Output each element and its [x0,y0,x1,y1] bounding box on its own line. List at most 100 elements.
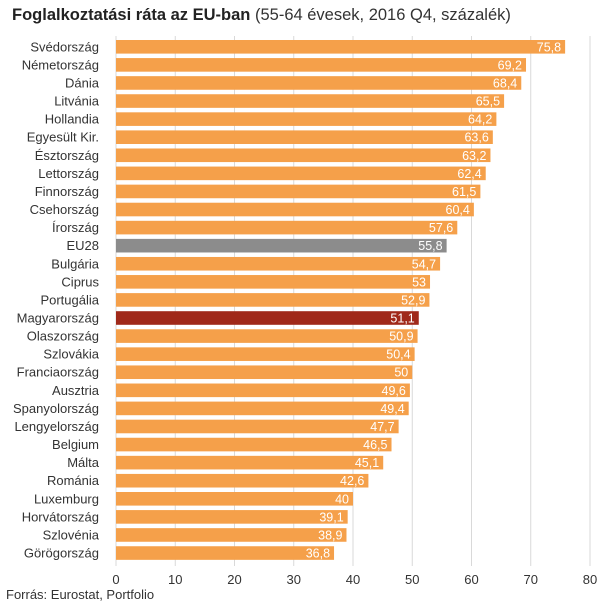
category-label: Bulgária [51,256,99,271]
bar [116,76,522,90]
value-label: 54,7 [412,257,436,271]
chart-title: Foglalkoztatási ráta az EU-ban (55-64 év… [12,6,511,25]
bar [116,546,335,560]
bar [116,419,399,434]
category-label: Lettország [38,166,99,181]
x-tick-label: 0 [112,572,119,587]
bar [116,166,486,181]
bar [116,238,447,253]
category-label: Ciprus [61,274,99,289]
bar [116,401,409,416]
source-note: Forrás: Eurostat, Portfolio [6,587,155,602]
x-tick-label: 60 [464,572,478,587]
bar [116,275,431,289]
category-label: Németország [22,57,99,72]
category-label: Horvátország [22,509,99,524]
bar [116,455,384,470]
bar [116,293,430,307]
category-label: Olaszország [27,329,99,344]
category-label: Málta [67,455,100,470]
category-label: Ausztria [52,383,100,398]
bar [116,347,415,361]
x-tick-label: 40 [346,572,360,587]
category-label: Svédország [30,39,99,54]
value-label: 69,2 [498,58,522,72]
value-label: 50 [394,366,408,380]
x-tick-label: 20 [227,572,241,587]
value-label: 39,1 [319,510,343,524]
value-label: 53 [412,275,426,289]
category-label: Egyesült Kir. [27,130,99,145]
category-label: EU28 [66,238,99,253]
bar [116,492,353,506]
category-label: Magyarország [17,311,99,326]
chart-title-subtitle: (55-64 évesek, 2016 Q4, százalék) [250,6,511,24]
value-label: 62,4 [457,167,481,181]
value-label: 50,9 [389,330,413,344]
category-label: Litvánia [54,94,100,109]
value-label: 55,8 [418,239,442,253]
category-label: Portugália [40,292,99,307]
x-tick-label: 10 [168,572,182,587]
value-label: 49,4 [380,402,404,416]
bar [116,311,419,325]
value-label: 47,7 [370,420,394,434]
x-axis-tick-labels: 0 10 20 30 40 50 60 70 80 [112,572,597,587]
bar [116,40,566,54]
category-label: Románia [47,473,100,488]
bar [116,112,497,126]
bar [116,58,527,72]
value-label: 38,9 [318,528,342,542]
value-label: 63,2 [462,149,486,163]
value-label: 52,9 [401,293,425,307]
value-label: 46,5 [363,438,387,452]
value-label: 60,4 [446,203,470,217]
value-label: 61,5 [452,185,476,199]
bar [116,365,413,380]
value-labels: 75,8 69,2 68,4 65,5 64,2 63,6 63,2 62,4 61,5 60,4… [306,40,561,560]
value-label: 51,1 [390,312,414,326]
category-label: Csehország [30,202,99,217]
x-tick-label: 50 [405,572,419,587]
x-tick-label: 80 [583,572,597,587]
value-label: 57,6 [429,221,453,235]
value-label: 42,6 [340,474,364,488]
category-label: Észtország [35,148,99,163]
value-label: 75,8 [537,40,561,54]
bar [116,329,418,343]
category-label: Spanyolország [13,401,99,416]
category-label: Hollandia [45,112,100,127]
bar [116,220,458,235]
category-label: Luxemburg [34,491,99,506]
bar [116,383,410,398]
bar [116,94,505,108]
value-label: 36,8 [306,547,330,561]
bars [116,40,566,560]
bar [116,473,369,488]
category-label: Szlovákia [43,347,99,362]
category-label: Franciaország [17,365,99,380]
value-label: 45,1 [355,456,379,470]
chart-title-main: Foglalkoztatási ráta az EU-ban [12,6,251,24]
value-label: 40 [335,492,349,506]
category-label: Írország [52,220,99,235]
x-tick-label: 30 [287,572,301,587]
x-tick-label: 70 [524,572,538,587]
category-label: Görögország [24,546,99,561]
bar [116,148,491,163]
bar [116,256,441,271]
value-label: 49,6 [382,384,406,398]
value-label: 63,6 [464,131,488,145]
bar [116,130,493,144]
bar [116,510,348,524]
value-label: 68,4 [493,76,517,90]
bar [116,437,392,452]
value-label: 65,5 [476,95,500,109]
bar [116,202,474,217]
value-label: 50,4 [386,348,410,362]
category-label: Lengyelország [14,419,99,434]
category-label: Szlovénia [43,527,100,542]
category-label: Dánia [65,75,100,90]
category-label: Finnország [35,184,99,199]
